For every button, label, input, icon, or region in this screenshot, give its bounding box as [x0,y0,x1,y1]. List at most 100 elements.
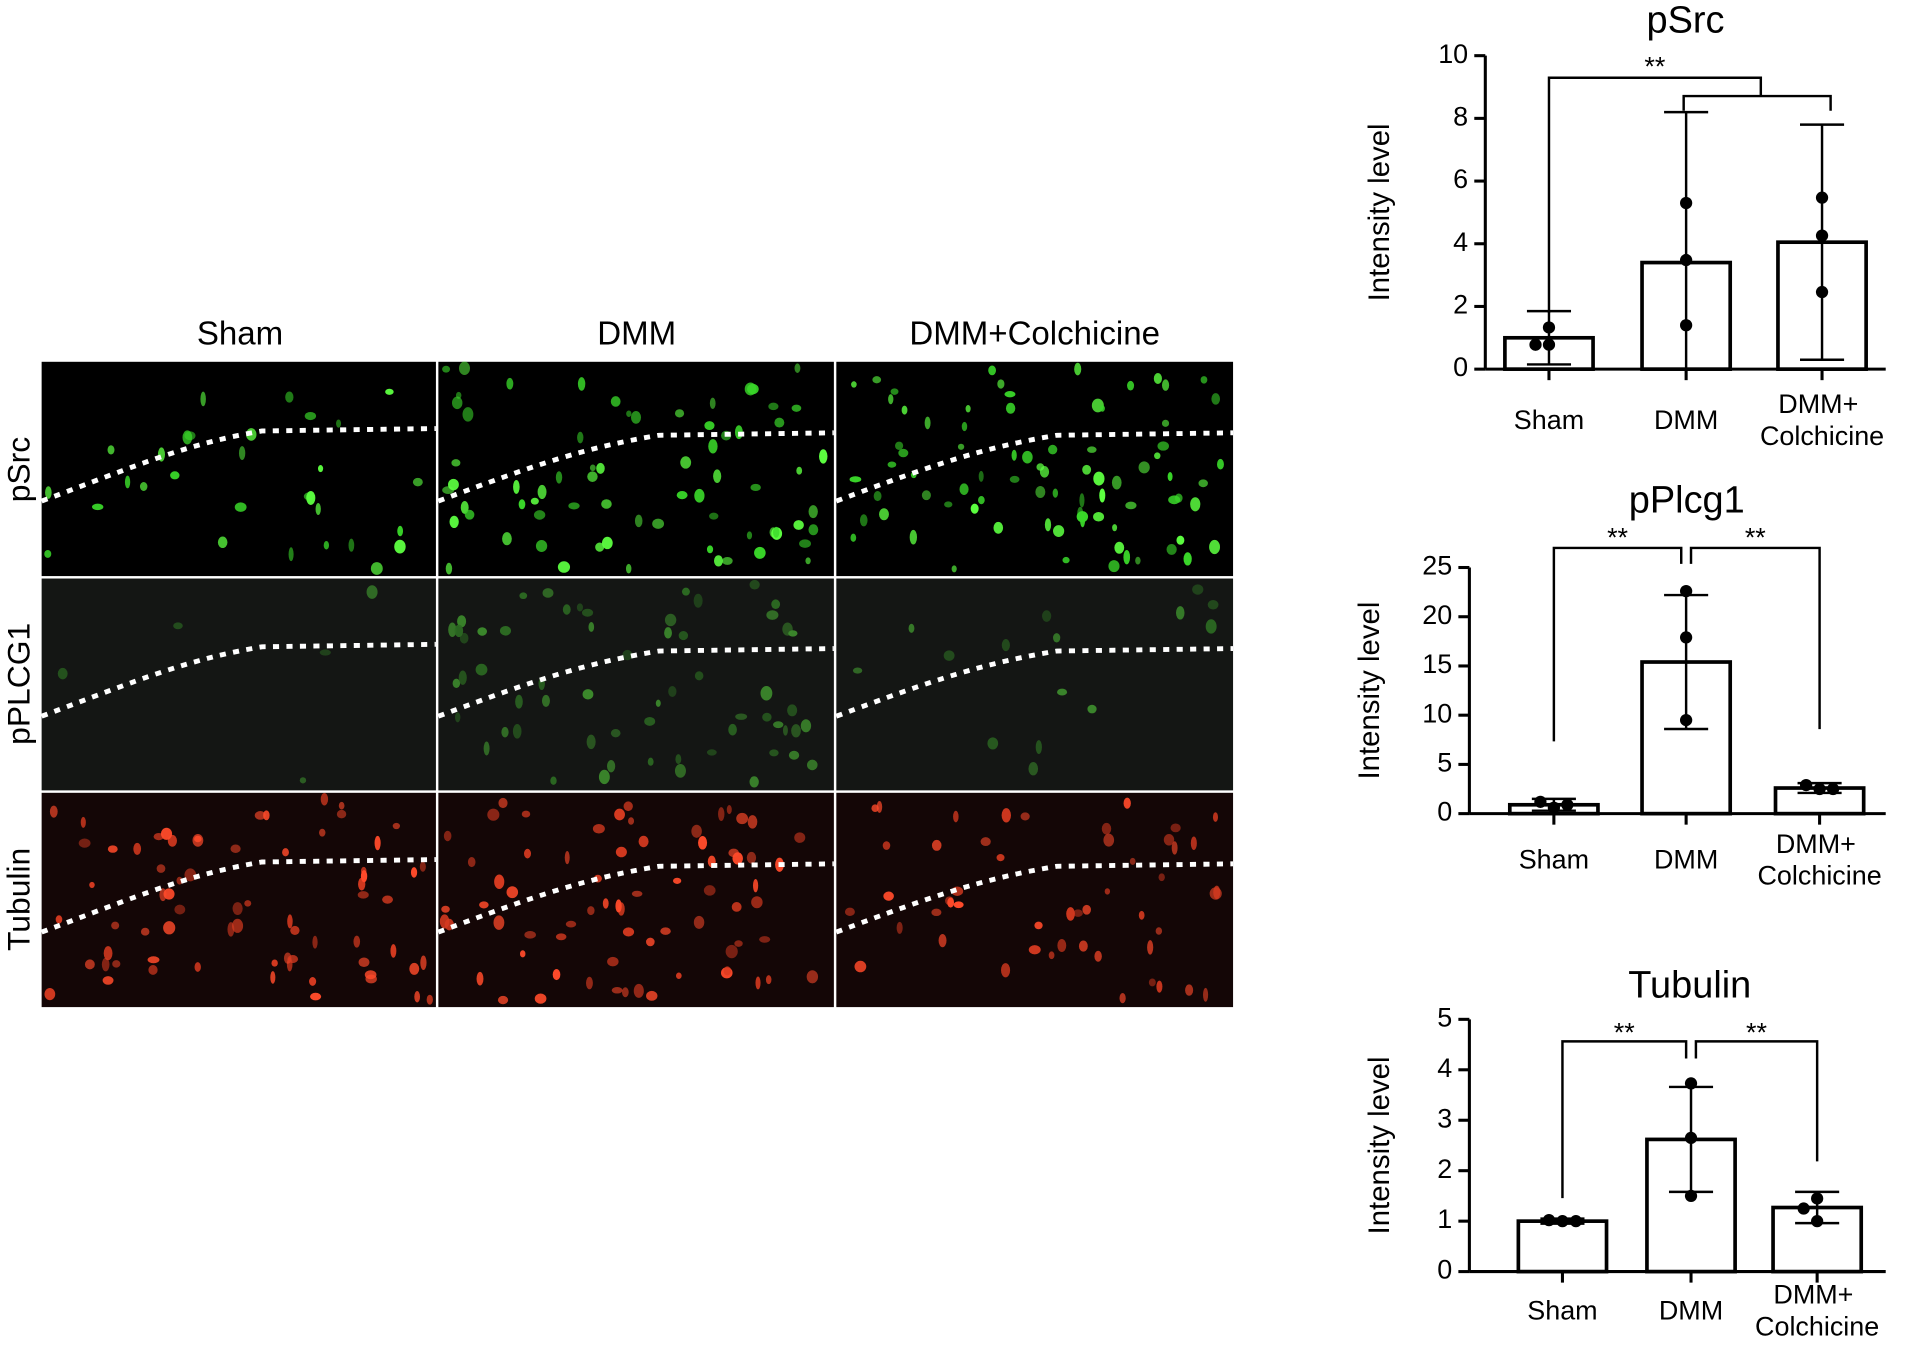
cell [394,539,406,554]
cell [694,488,705,503]
cell [1079,493,1085,508]
cell [467,857,476,868]
data-point [1815,191,1829,204]
cell [774,417,785,428]
cell [731,902,742,912]
cell [1004,391,1016,398]
cell [793,520,804,530]
cell [542,588,554,598]
cell [163,921,176,935]
x-tick-label: Sham [1527,1295,1597,1325]
cell [112,960,121,968]
cell [592,824,605,834]
cell [1000,963,1011,978]
cell [1087,446,1097,453]
cell [760,685,773,701]
significance-bracket [1682,94,1832,111]
cell [896,921,903,934]
micrograph [41,578,436,791]
cell [1119,992,1126,1004]
cell [931,908,942,917]
data-point [1680,196,1693,210]
significance-bracket [1547,76,1763,313]
cell [457,615,467,628]
cell [931,839,942,851]
data-point [1813,782,1826,796]
cell [285,391,294,403]
cell [1183,552,1192,566]
cell [693,915,705,929]
y-axis-title: Intensity level [1353,602,1386,780]
data-point [1815,285,1829,299]
data-point [1680,585,1693,598]
cell [271,959,278,967]
data-point [1542,321,1556,334]
cell [728,723,737,736]
cell [1153,372,1162,384]
y-tick-label: 1 [1437,1204,1452,1234]
cell [458,361,471,376]
cell [898,448,909,458]
cell [1009,475,1020,483]
cell [1123,797,1131,809]
cell [598,769,610,785]
cell [601,536,613,550]
y-tick-label: 8 [1453,101,1468,131]
cell [91,503,104,511]
cell [961,421,968,432]
cell [299,777,307,784]
cell [493,915,505,930]
cell [459,632,469,644]
cell [675,754,682,765]
cell [674,764,686,778]
cell [901,405,908,415]
cell [306,491,316,505]
cell [630,411,642,424]
cell [124,475,131,489]
cell [449,515,459,529]
cell [441,905,450,913]
cell [521,810,531,818]
cell [357,891,369,899]
cell [89,881,95,889]
cell [1209,539,1221,555]
cell [805,557,811,565]
data-point [1529,338,1542,351]
y-tick-label: 3 [1437,1103,1452,1133]
cell [49,805,58,818]
cell [533,510,546,520]
cell [1087,704,1097,714]
cell [887,461,897,468]
cell [502,532,512,546]
cell [562,604,571,615]
cell [615,899,622,913]
cell [1212,812,1219,822]
cell [1001,639,1010,652]
cell [693,593,703,608]
cell [1211,393,1221,405]
data-point [1561,798,1574,811]
cell [576,603,584,612]
cell [723,966,732,976]
cell [725,944,738,959]
cell [101,957,110,972]
cell [1082,464,1092,475]
data-point [1534,795,1547,808]
cell [103,946,113,961]
cell [397,525,404,537]
cell [694,671,704,681]
cell [736,812,749,825]
cell [628,817,635,825]
cell [565,920,577,928]
significance-label: ** [1746,1017,1767,1047]
x-tick-label: DMM+ Colchicine [1757,829,1881,891]
cell [156,864,166,873]
cell [464,509,475,520]
cell [646,937,655,947]
cell [978,496,985,505]
cell [759,936,771,943]
data-point [1815,229,1829,242]
cell [747,383,759,395]
cell [374,835,381,851]
significance-bracket [1689,546,1821,730]
